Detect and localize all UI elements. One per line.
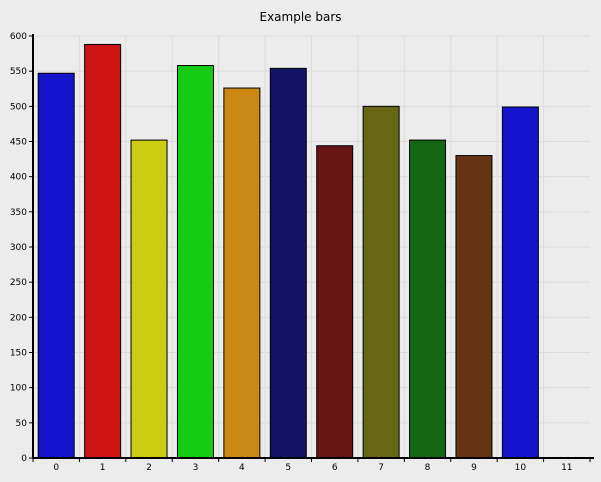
bar-4 bbox=[223, 87, 261, 459]
x-tick-label: 8 bbox=[425, 463, 431, 473]
x-tick-label: 1 bbox=[100, 463, 106, 473]
y-tick-label: 0 bbox=[21, 454, 27, 464]
bar-0 bbox=[37, 72, 75, 459]
y-tick-label: 250 bbox=[10, 278, 27, 288]
bar-9 bbox=[455, 155, 493, 459]
y-tick-label: 150 bbox=[10, 349, 27, 359]
bar-2 bbox=[130, 139, 168, 459]
y-tick-label: 50 bbox=[16, 419, 28, 429]
y-tick-label: 350 bbox=[10, 208, 27, 218]
y-tick-label: 100 bbox=[10, 384, 27, 394]
x-tick-label: 5 bbox=[285, 463, 291, 473]
y-tick-label: 450 bbox=[10, 138, 27, 148]
x-tick-label: 2 bbox=[146, 463, 152, 473]
y-tick-label: 300 bbox=[10, 243, 27, 253]
x-tick-label: 6 bbox=[332, 463, 338, 473]
bar-10 bbox=[501, 106, 539, 459]
y-tick-label: 550 bbox=[10, 67, 27, 77]
chart-title: Example bars bbox=[259, 10, 342, 24]
bar-1 bbox=[84, 43, 122, 459]
tick-labels: 0 50 100 150 200 250 300 350 400 450 500 550 600 0 1 2 3… bbox=[10, 32, 573, 473]
x-tick-label: 3 bbox=[193, 463, 199, 473]
x-tick-label: 7 bbox=[378, 463, 384, 473]
x-tick-label: 0 bbox=[53, 463, 59, 473]
bar-5 bbox=[269, 67, 307, 459]
bar-6 bbox=[316, 145, 354, 459]
gridlines bbox=[33, 35, 590, 458]
x-tick-label: 10 bbox=[515, 463, 527, 473]
bar-3 bbox=[176, 65, 214, 459]
bar-7 bbox=[362, 105, 400, 459]
bar-8 bbox=[409, 139, 447, 459]
y-tick-label: 500 bbox=[10, 102, 27, 112]
x-tick-label: 4 bbox=[239, 463, 245, 473]
axes bbox=[29, 34, 594, 462]
x-tick-label: 9 bbox=[471, 463, 477, 473]
bars bbox=[37, 43, 539, 459]
y-tick-label: 400 bbox=[10, 173, 27, 183]
x-tick-label: 11 bbox=[561, 463, 572, 473]
y-tick-label: 600 bbox=[10, 32, 27, 42]
y-tick-label: 200 bbox=[10, 313, 27, 323]
